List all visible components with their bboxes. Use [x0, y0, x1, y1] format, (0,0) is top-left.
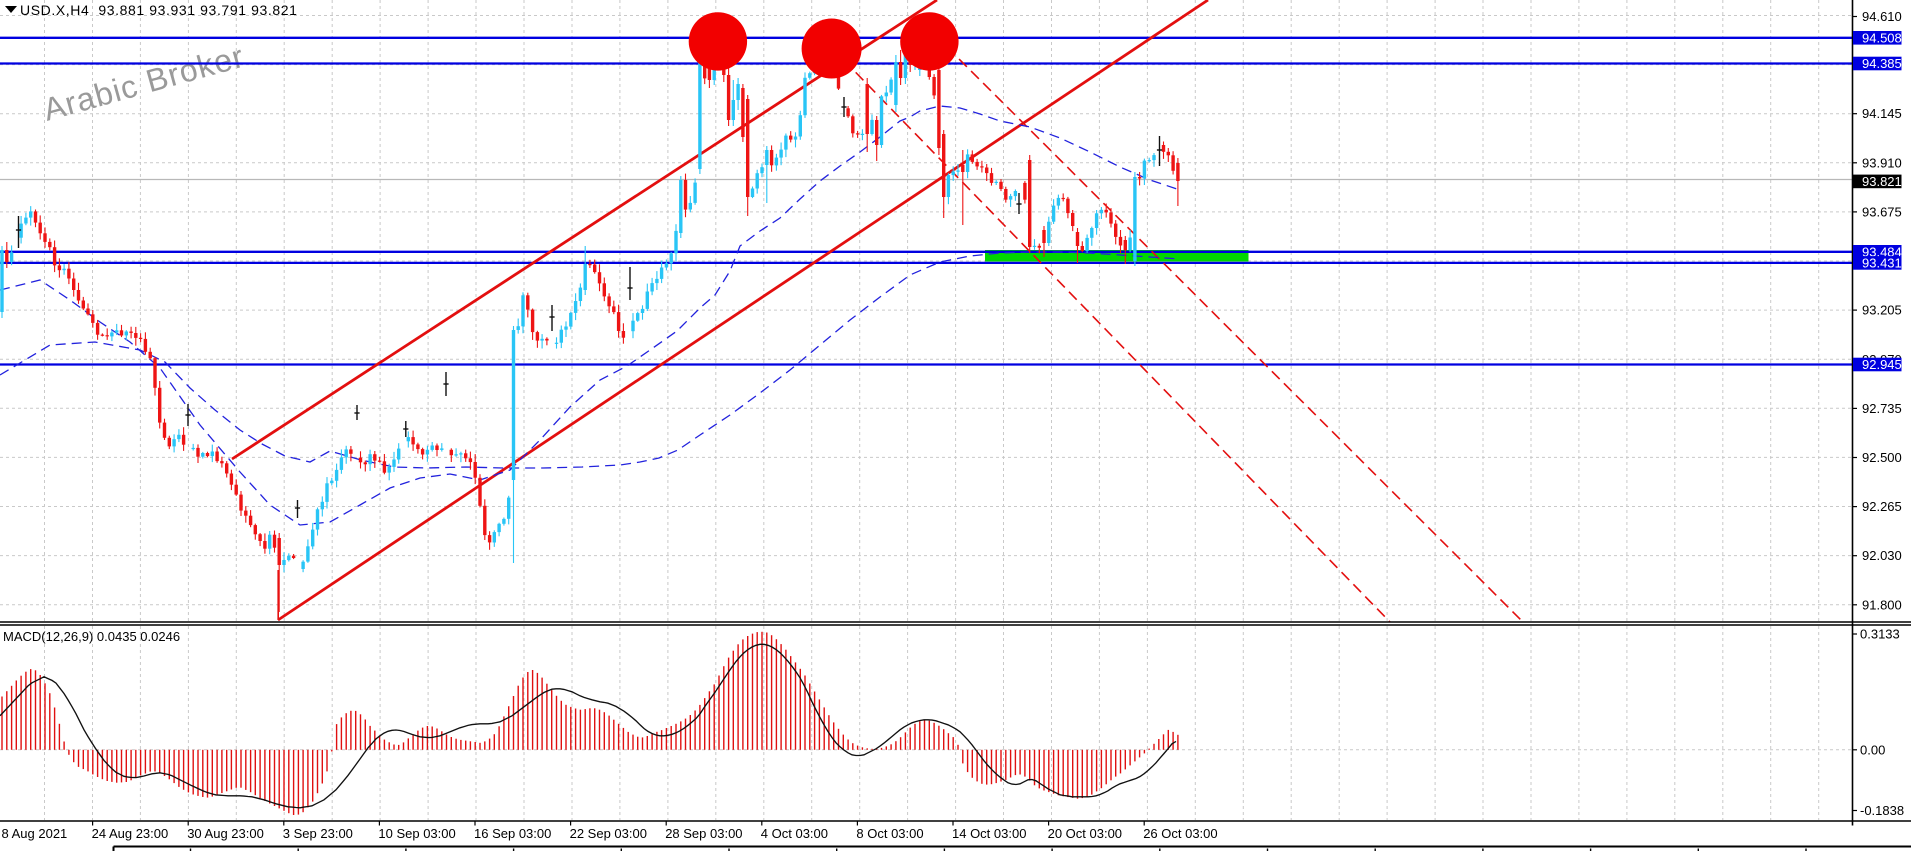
svg-text:93.431: 93.431: [1862, 255, 1902, 270]
svg-text:92.945: 92.945: [1862, 357, 1902, 372]
svg-text:92.735: 92.735: [1862, 401, 1902, 416]
svg-text:92.265: 92.265: [1862, 499, 1902, 514]
svg-text:3 Sep 23:00: 3 Sep 23:00: [283, 826, 353, 841]
svg-text:92.500: 92.500: [1862, 450, 1902, 465]
svg-text:8 Aug 2021: 8 Aug 2021: [2, 826, 68, 841]
svg-text:10 Sep 03:00: 10 Sep 03:00: [378, 826, 455, 841]
svg-text:USD.X,H4 93.881 93.931 93.791: USD.X,H4 93.881 93.931 93.791 93.821: [20, 2, 298, 18]
svg-text:0.3133: 0.3133: [1860, 627, 1900, 642]
svg-text:94.145: 94.145: [1862, 106, 1902, 121]
svg-text:-0.1838: -0.1838: [1860, 803, 1904, 818]
svg-text:94.610: 94.610: [1862, 9, 1902, 24]
svg-text:24 Aug 23:00: 24 Aug 23:00: [92, 826, 169, 841]
svg-text:93.484: 93.484: [1862, 244, 1902, 259]
svg-text:93.910: 93.910: [1862, 155, 1902, 170]
svg-text:94.385: 94.385: [1862, 56, 1902, 71]
svg-text:94.508: 94.508: [1862, 30, 1902, 45]
svg-text:22 Sep 03:00: 22 Sep 03:00: [570, 826, 647, 841]
svg-text:93.675: 93.675: [1862, 204, 1902, 219]
svg-text:30 Aug 23:00: 30 Aug 23:00: [187, 826, 264, 841]
svg-text:4 Oct 03:00: 4 Oct 03:00: [761, 826, 828, 841]
svg-text:MACD(12,26,9) 0.0435 0.0246: MACD(12,26,9) 0.0435 0.0246: [3, 629, 180, 644]
svg-text:28 Sep 03:00: 28 Sep 03:00: [665, 826, 742, 841]
svg-text:0.00: 0.00: [1860, 742, 1885, 757]
svg-text:16 Sep 03:00: 16 Sep 03:00: [474, 826, 551, 841]
svg-text:91.800: 91.800: [1862, 597, 1902, 612]
svg-text:20 Oct 03:00: 20 Oct 03:00: [1048, 826, 1122, 841]
svg-text:93.205: 93.205: [1862, 303, 1902, 318]
svg-text:93.821: 93.821: [1862, 174, 1902, 189]
svg-text:92.030: 92.030: [1862, 548, 1902, 563]
svg-text:8 Oct 03:00: 8 Oct 03:00: [856, 826, 923, 841]
svg-text:26 Oct 03:00: 26 Oct 03:00: [1143, 826, 1217, 841]
svg-text:14 Oct 03:00: 14 Oct 03:00: [952, 826, 1026, 841]
